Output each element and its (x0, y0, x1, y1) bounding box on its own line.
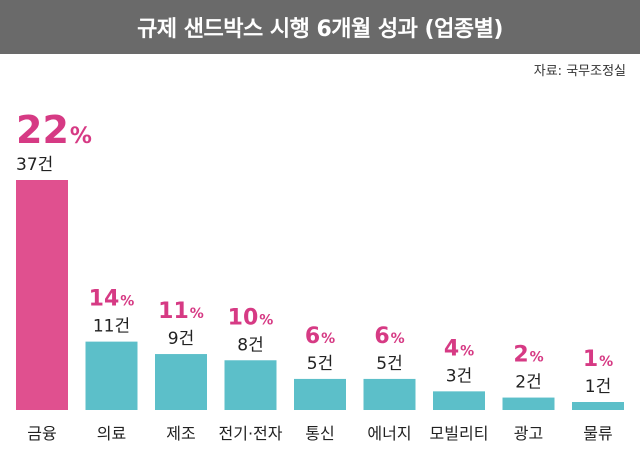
bar-8 (572, 402, 624, 410)
value-label-5: 5건 (376, 354, 402, 374)
value-label-8: 1건 (585, 377, 611, 397)
bar-3 (224, 360, 277, 410)
value-label-3: 8건 (237, 335, 263, 355)
value-label-1: 11건 (93, 317, 130, 337)
category-label-5: 에너지 (367, 424, 411, 443)
category-label-8: 물류 (583, 424, 612, 443)
percent-label-0: 22% (16, 108, 92, 152)
bar-2 (155, 354, 207, 410)
value-label-7: 2건 (515, 373, 541, 393)
bar-5 (363, 378, 416, 410)
value-label-0: 37건 (16, 155, 53, 175)
category-label-3: 전기·전자 (219, 424, 283, 443)
bar-4 (294, 378, 346, 410)
value-label-4: 5건 (307, 354, 333, 374)
title-bar: 규제 샌드박스 시행 6개월 성과 (업종별) (0, 0, 640, 54)
percent-label-7: 2% (513, 343, 543, 368)
category-label-6: 모빌리티 (430, 424, 489, 443)
category-label-7: 광고 (514, 424, 543, 443)
percent-label-4: 6% (305, 324, 335, 349)
percent-label-8: 1% (583, 347, 613, 372)
category-label-0: 금융 (27, 424, 56, 443)
category-label-2: 제조 (166, 424, 195, 443)
value-label-2: 9건 (168, 329, 194, 349)
source-note: 자료: 국무조정실 (533, 64, 626, 79)
percent-label-5: 6% (374, 324, 404, 349)
value-label-6: 3건 (446, 366, 472, 386)
chart-title: 규제 샌드박스 시행 6개월 성과 (업종별) (137, 17, 503, 42)
percent-label-3: 10% (228, 305, 274, 330)
bar-0 (16, 180, 68, 410)
bar-7 (502, 397, 555, 410)
bar-6 (433, 391, 485, 410)
percent-label-2: 11% (158, 299, 204, 324)
percent-label-6: 4% (444, 336, 474, 361)
category-label-4: 통신 (305, 424, 334, 443)
percent-label-1: 14% (89, 287, 135, 312)
bar-1 (85, 341, 138, 410)
category-label-1: 의료 (97, 424, 126, 443)
